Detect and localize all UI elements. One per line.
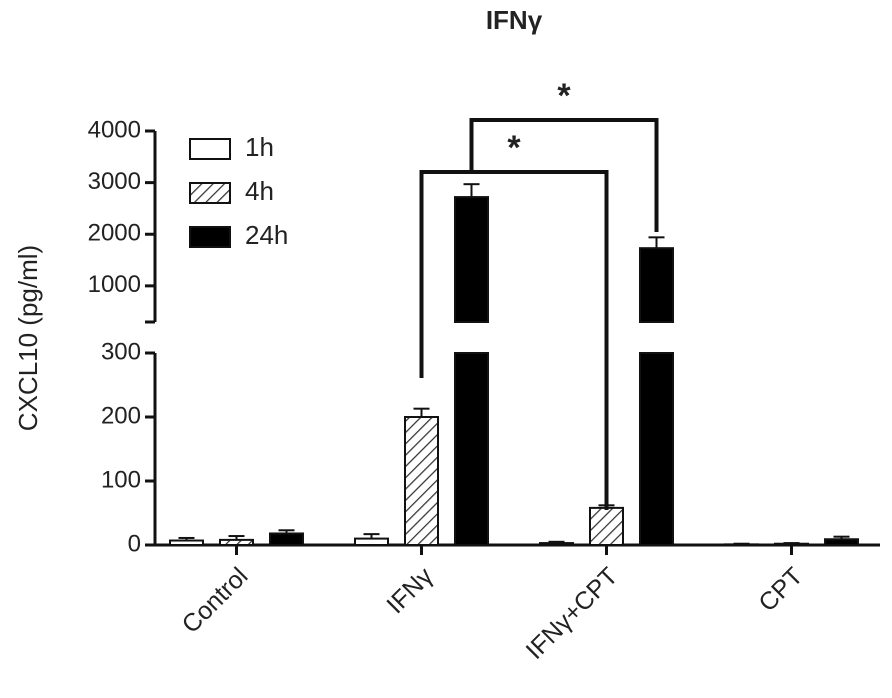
y-axis-label: CXCL10 (pg/ml) [13,245,43,431]
bar [774,542,809,546]
significance-bracket [469,118,659,232]
legend-label: 1h [245,132,274,162]
x-tick-label: CPT [753,562,808,617]
bar [539,542,574,547]
bar [454,352,489,546]
y-tick-label: 3000 [88,168,141,195]
bar [219,538,254,547]
legend-label: 24h [245,220,288,250]
legend-swatch [189,226,231,248]
bar [404,416,439,546]
bar [639,352,674,546]
legend-label: 4h [245,176,274,206]
y-tick-label: 0 [128,530,141,557]
y-tick-label: 1000 [88,271,141,298]
y-tick-label: 2000 [88,220,141,247]
significance-bracket [419,170,609,510]
y-tick-label: 200 [101,402,141,429]
legend-swatch [189,182,231,204]
bar [589,506,624,547]
y-tick-label: 100 [101,466,141,493]
bar [824,538,859,546]
legend-swatch [189,138,231,160]
annotation: * [557,77,571,115]
x-tick-label: IFNγ [381,562,438,619]
bar [454,196,489,323]
bar [639,247,674,323]
y-tick-label: 300 [101,338,141,365]
y-tick-label: 4000 [88,116,141,143]
annotation: * [507,129,521,167]
x-tick-label: IFNγ+CPT [521,562,624,665]
bar [354,537,389,546]
bar [724,543,759,546]
bar [169,539,204,547]
bar [269,532,304,546]
x-tick-label: Control [177,562,254,639]
chart-title: IFNγ [486,5,543,35]
